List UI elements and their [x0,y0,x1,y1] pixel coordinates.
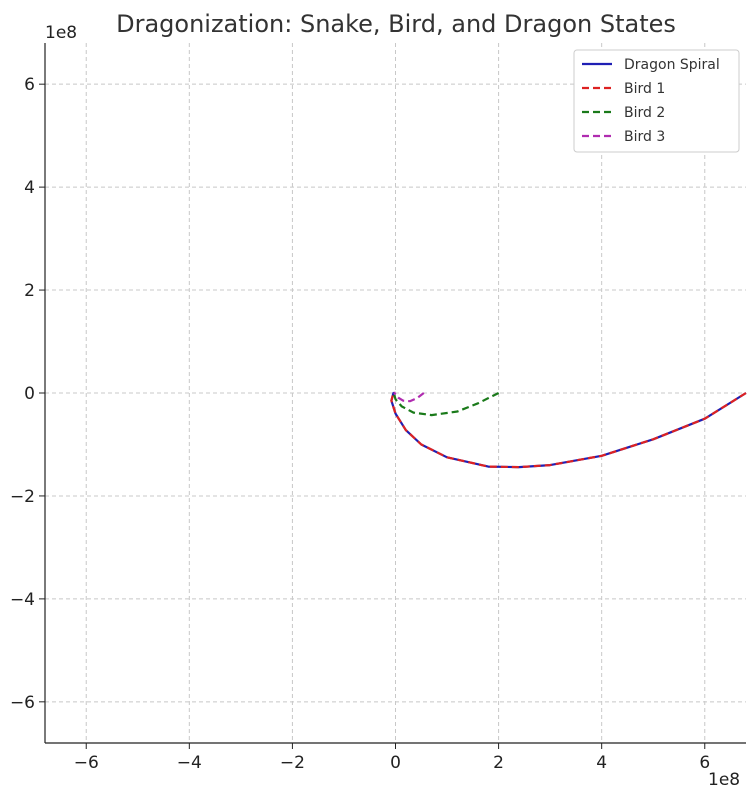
y-tick-label: 0 [24,384,35,404]
y-tick-label: −4 [10,590,35,610]
legend-label: Dragon Spiral [624,57,720,73]
x-tick-label: −6 [74,753,99,773]
legend: Dragon Spiral Bird 1 Bird 2 Bird 3 [573,49,740,153]
y-tick-label: 4 [24,178,35,198]
plot-series [390,391,747,469]
legend-box [573,49,740,153]
series-line-dragon-spiral [390,391,747,469]
legend-label: Bird 1 [624,81,665,97]
legend-label: Bird 3 [624,129,665,145]
y-tick-label: 6 [24,75,35,95]
x-tick-label: 0 [390,753,401,773]
x-tick-label: 2 [493,753,504,773]
x-tick-label: 4 [596,753,607,773]
x-tick-label: 6 [699,753,710,773]
y-tick-label: 2 [24,281,35,301]
axes: −6 −4 −2 0 2 4 6 −6 −4 −2 0 2 4 6 [10,43,746,773]
series-line-bird-1 [390,391,747,469]
y-tick-label: −6 [10,693,35,713]
y-offset-label: 1e8 [45,23,77,43]
legend-label: Bird 2 [624,105,665,121]
series-line-bird-3 [393,391,425,403]
x-tick-label: −4 [177,753,202,773]
x-tick-label: −2 [280,753,305,773]
series-line-bird-2 [392,392,500,417]
x-offset-label: 1e8 [708,770,740,790]
y-tick-label: −2 [10,487,35,507]
chart-title: Dragonization: Snake, Bird, and Dragon S… [116,10,676,38]
